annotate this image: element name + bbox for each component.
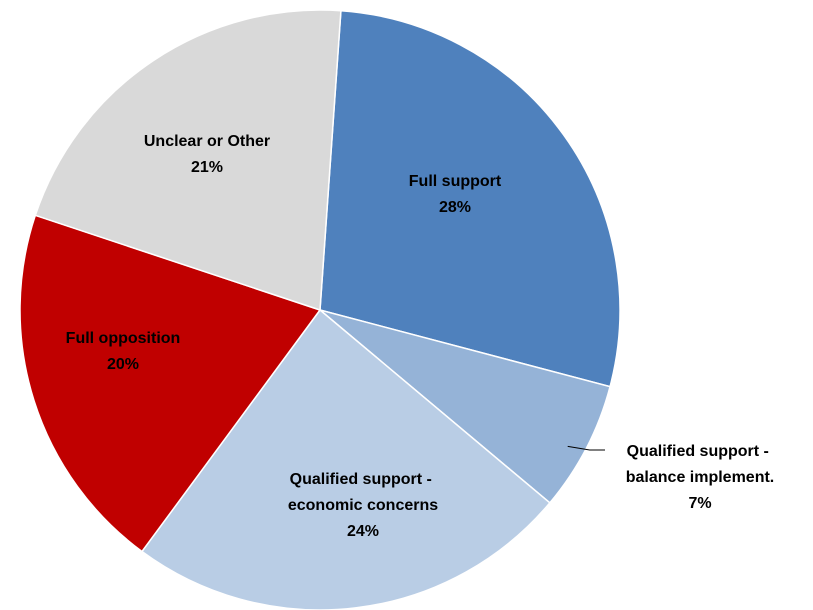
slice-label: Qualified support - balance implement. (626, 443, 775, 486)
slice-label: Qualified support - economic concerns (288, 471, 438, 514)
slice-value-label: 21% (191, 159, 223, 176)
slice-value-label: 20% (107, 356, 139, 373)
slice-value-label: 24% (347, 523, 379, 540)
slice-value-label: 7% (688, 495, 711, 512)
pie-slice (140, 308, 551, 610)
slice-label: Full support (409, 173, 502, 190)
slice-label: Unclear or Other (144, 133, 270, 150)
pie-slice (319, 309, 611, 504)
slice-label: Full opposition (66, 330, 181, 347)
slice-value-label: 28% (439, 199, 471, 216)
pie-slice (19, 214, 322, 553)
pie-slice (34, 9, 342, 312)
pie-slice (319, 9, 621, 388)
leader-line (567, 445, 605, 451)
